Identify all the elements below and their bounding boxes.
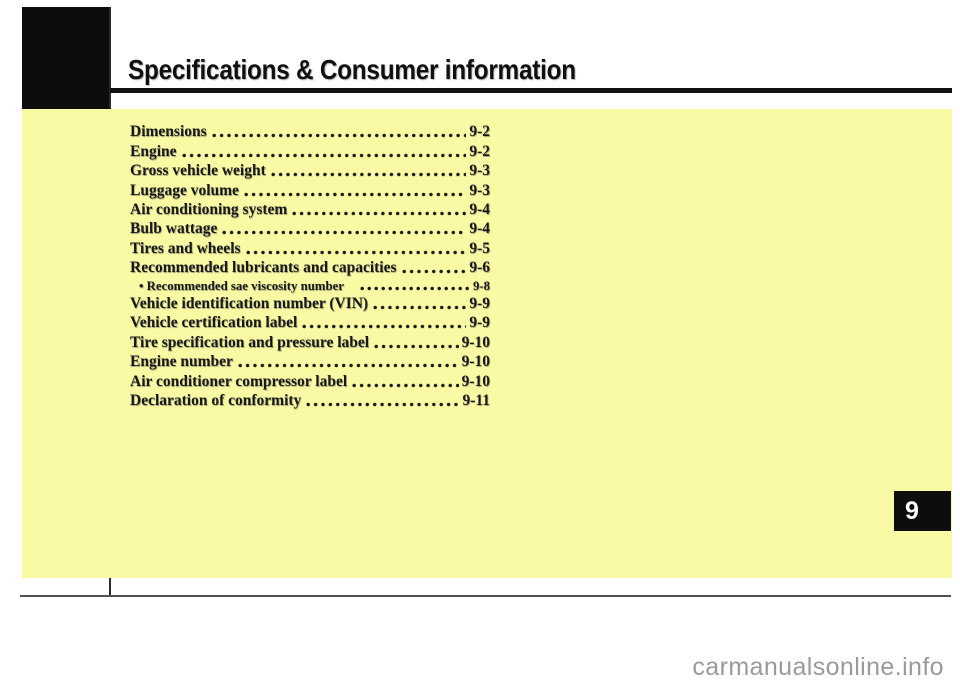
toc-item-label: Tires and wheels [130,239,241,257]
toc-item: Luggage volume 9-3 [130,180,490,199]
toc-item-page: 9-3 [469,162,490,180]
toc-item: Engine 9-2 [130,141,490,160]
toc-leader-dots [222,229,467,237]
toc-item-page: 9-4 [469,200,490,218]
toc-item-page: 9-10 [461,333,490,351]
toc-item-label: Engine [130,142,177,160]
toc-item: Air conditioner compressor label 9-10 [130,371,490,390]
toc-subitem: • Recommended sae viscosity number 9-8 [130,277,490,294]
toc-item: Air conditioning system 9-4 [130,200,490,219]
toc-item-label: Recommended lubricants and capacities [130,259,397,277]
toc-leader-dots [270,171,467,179]
content-panel: Dimensions 9-2 Engine 9-2 Gross vehicle weig… [22,109,952,578]
toc-leader-dots [181,151,467,159]
toc-item-page: 9-9 [469,314,490,332]
toc-item-page: 9-4 [469,220,490,238]
toc-item-label: Tire specification and pressure label [130,333,370,351]
toc-leader-dots [374,342,459,350]
footer-rule [20,595,951,597]
chapter-number-badge: 9 [894,491,951,531]
chapter-tab-block [22,7,110,109]
toc-leader-dots [359,284,470,292]
toc-item-label: Vehicle certification label [130,314,298,332]
toc-leader-dots [292,209,467,217]
toc-leader-dots [401,268,467,276]
toc-item-label: Gross vehicle weight [130,162,266,180]
toc-item: Recommended lubricants and capacities 9-6 [130,258,490,277]
toc-item-label: Air conditioning system [130,200,288,218]
toc-item-label: Declaration of conformity [130,391,302,409]
toc-item: Tires and wheels 9-5 [130,238,490,257]
toc-item: Bulb wattage 9-4 [130,219,490,238]
toc-item-page: 9-11 [462,391,490,409]
toc-item: Engine number 9-10 [130,352,490,371]
title-underline-rule [110,88,952,93]
toc-item-page: 9-9 [469,295,490,313]
toc-item: Vehicle certification label 9-9 [130,313,490,332]
toc-item-page: 9-3 [469,181,490,199]
toc-item-label: Dimensions [130,123,207,141]
toc-leader-dots [373,304,467,312]
toc-item-label: Vehicle identification number (VIN) [130,295,369,313]
toc-item-page: 9-5 [469,239,490,257]
toc-item: Declaration of conformity 9-11 [130,391,490,410]
toc-item-page: 9-10 [461,372,490,390]
chapter-number: 9 [905,496,919,525]
toc-leader-dots [352,381,459,389]
toc-item: Dimensions 9-2 [130,122,490,141]
toc-item-label: Engine number [130,353,233,371]
toc-item-page: 9-6 [469,259,490,277]
page-title: Specifications & Consumer information [128,54,576,85]
toc-list: Dimensions 9-2 Engine 9-2 Gross vehicle weig… [130,122,490,410]
toc-leader-dots [211,132,467,140]
toc-leader-dots [237,362,459,370]
toc-item: Vehicle identification number (VIN) 9-9 [130,294,490,313]
toc-item-label: Luggage volume [130,181,239,199]
toc-item-page: 9-2 [469,123,490,141]
toc-leader-dots [302,323,467,331]
toc-item-page: 9-8 [472,278,490,293]
toc-item-page: 9-10 [461,353,490,371]
watermark-text: carmanualsonline.info [692,653,944,681]
toc-item-page: 9-2 [469,142,490,160]
toc-item: Gross vehicle weight 9-3 [130,161,490,180]
toc-item-label: • Recommended sae viscosity number [139,278,344,293]
toc-leader-dots [306,400,460,408]
toc-item: Tire specification and pressure label 9-1… [130,332,490,351]
toc-item-label: Bulb wattage [130,220,218,238]
toc-item-label: Air conditioner compressor label [130,372,348,390]
toc-leader-dots [245,248,467,256]
toc-leader-dots [243,190,467,198]
